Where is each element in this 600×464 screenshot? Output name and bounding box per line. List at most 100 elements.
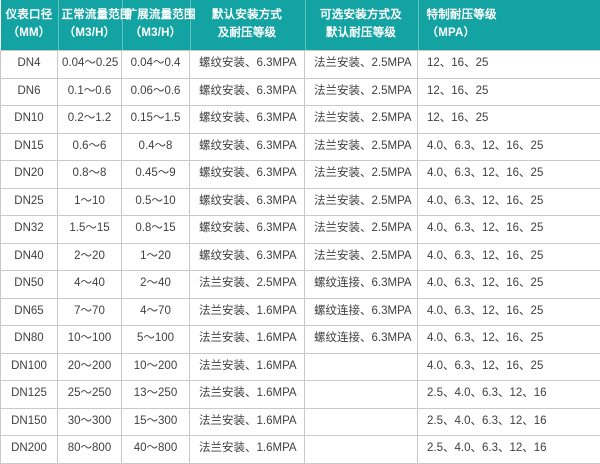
cell-special-pressure-rating: 12、16、25 bbox=[418, 51, 600, 79]
cell-optional-installation: 螺纹连接、6.3MPA bbox=[305, 298, 418, 326]
header-line-2: （M3/H） bbox=[62, 25, 118, 43]
column-header-extended-flow-range: 扩展流量范围 （M3/H） bbox=[122, 0, 190, 51]
cell-default-installation: 法兰安装、1.6MPA bbox=[190, 298, 305, 326]
header-line-1: 默认安装方式 bbox=[194, 7, 301, 25]
cell-optional-installation: 法兰安装、2.5MPA bbox=[305, 161, 418, 189]
cell-meter-diameter: DN80 bbox=[1, 326, 58, 354]
cell-extended-flow-range: 0.45～9 bbox=[122, 161, 190, 189]
cell-optional-installation bbox=[305, 408, 418, 436]
cell-extended-flow-range: 2～40 bbox=[122, 271, 190, 299]
cell-meter-diameter: DN150 bbox=[1, 408, 58, 436]
cell-meter-diameter: DN6 bbox=[1, 78, 58, 106]
cell-optional-installation: 法兰安装、2.5MPA bbox=[305, 106, 418, 134]
cell-default-installation: 法兰安装、1.6MPA bbox=[190, 381, 305, 409]
header-line-1: 正常流量范围 bbox=[62, 7, 118, 25]
cell-special-pressure-rating: 2.5、4.0、6.3、12、16 bbox=[418, 436, 600, 464]
cell-meter-diameter: DN4 bbox=[1, 51, 58, 79]
cell-optional-installation bbox=[305, 381, 418, 409]
column-header-default-installation: 默认安装方式 及耐压等级 bbox=[190, 0, 305, 51]
column-header-optional-installation: 可选安装方式及 默认耐压等级 bbox=[305, 0, 418, 51]
cell-default-installation: 螺纹安装、6.3MPA bbox=[190, 188, 305, 216]
cell-special-pressure-rating: 4.0、6.3、12、16、25 bbox=[418, 298, 600, 326]
header-line-2: （M3/H） bbox=[126, 25, 186, 43]
cell-default-installation: 法兰安装、1.6MPA bbox=[190, 353, 305, 381]
cell-extended-flow-range: 4～70 bbox=[122, 298, 190, 326]
cell-special-pressure-rating: 4.0、6.3、12、16、25 bbox=[418, 161, 600, 189]
cell-extended-flow-range: 40～800 bbox=[122, 436, 190, 464]
cell-default-installation: 螺纹安装、6.3MPA bbox=[190, 243, 305, 271]
cell-default-installation: 螺纹安装、6.3MPA bbox=[190, 133, 305, 161]
cell-meter-diameter: DN200 bbox=[1, 436, 58, 464]
cell-default-installation: 螺纹安装、6.3MPA bbox=[190, 106, 305, 134]
cell-default-installation: 法兰安装、1.6MPA bbox=[190, 326, 305, 354]
header-line-2: （MPA） bbox=[427, 25, 597, 43]
cell-meter-diameter: DN10 bbox=[1, 106, 58, 134]
header-row: 仪表口径 （MM） 正常流量范围 （M3/H） 扩展流量范围 （M3/H） 默认… bbox=[1, 0, 600, 51]
cell-normal-flow-range: 30～300 bbox=[58, 408, 122, 436]
cell-meter-diameter: DN65 bbox=[1, 298, 58, 326]
cell-extended-flow-range: 15～300 bbox=[122, 408, 190, 436]
cell-optional-installation: 法兰安装、2.5MPA bbox=[305, 133, 418, 161]
cell-normal-flow-range: 10～100 bbox=[58, 326, 122, 354]
cell-special-pressure-rating: 4.0、6.3、12、16、25 bbox=[418, 133, 600, 161]
cell-extended-flow-range: 0.15～1.5 bbox=[122, 106, 190, 134]
cell-normal-flow-range: 1.5～15 bbox=[58, 216, 122, 244]
cell-extended-flow-range: 10～200 bbox=[122, 353, 190, 381]
cell-special-pressure-rating: 4.0、6.3、12、16、25 bbox=[418, 243, 600, 271]
cell-special-pressure-rating: 2.5、4.0、6.3、12、16 bbox=[418, 408, 600, 436]
cell-normal-flow-range: 0.2～1.2 bbox=[58, 106, 122, 134]
table-header: 仪表口径 （MM） 正常流量范围 （M3/H） 扩展流量范围 （M3/H） 默认… bbox=[1, 0, 600, 51]
cell-special-pressure-rating: 12、16、25 bbox=[418, 78, 600, 106]
cell-extended-flow-range: 0.5～10 bbox=[122, 188, 190, 216]
cell-extended-flow-range: 0.04～0.4 bbox=[122, 51, 190, 79]
cell-optional-installation: 法兰安装、2.5MPA bbox=[305, 188, 418, 216]
cell-normal-flow-range: 80～800 bbox=[58, 436, 122, 464]
cell-special-pressure-rating: 4.0、6.3、12、16、25 bbox=[418, 326, 600, 354]
cell-extended-flow-range: 13～250 bbox=[122, 381, 190, 409]
cell-meter-diameter: DN25 bbox=[1, 188, 58, 216]
header-line-1: 仪表口径 bbox=[5, 7, 54, 25]
cell-meter-diameter: DN125 bbox=[1, 381, 58, 409]
cell-special-pressure-rating: 4.0、6.3、12、16、25 bbox=[418, 353, 600, 381]
cell-special-pressure-rating: 4.0、6.3、12、16、25 bbox=[418, 271, 600, 299]
cell-meter-diameter: DN100 bbox=[1, 353, 58, 381]
cell-meter-diameter: DN15 bbox=[1, 133, 58, 161]
header-line-1: 可选安装方式及 bbox=[309, 7, 414, 25]
cell-optional-installation bbox=[305, 353, 418, 381]
cell-optional-installation bbox=[305, 436, 418, 464]
cell-normal-flow-range: 2～20 bbox=[58, 243, 122, 271]
cell-extended-flow-range: 5～100 bbox=[122, 326, 190, 354]
cell-optional-installation: 螺纹连接、6.3MPA bbox=[305, 326, 418, 354]
cell-optional-installation: 法兰安装、2.5MPA bbox=[305, 78, 418, 106]
cell-meter-diameter: DN32 bbox=[1, 216, 58, 244]
column-header-special-pressure-rating: 特制耐压等级 （MPA） bbox=[418, 0, 600, 51]
cell-normal-flow-range: 0.1～0.6 bbox=[58, 78, 122, 106]
cell-extended-flow-range: 0.8～15 bbox=[122, 216, 190, 244]
cell-normal-flow-range: 25～250 bbox=[58, 381, 122, 409]
cell-optional-installation: 法兰安装、2.5MPA bbox=[305, 243, 418, 271]
cell-default-installation: 螺纹安装、6.3MPA bbox=[190, 161, 305, 189]
cell-default-installation: 法兰安装、1.6MPA bbox=[190, 408, 305, 436]
cell-special-pressure-rating: 12、16、25 bbox=[418, 106, 600, 134]
header-line-2: 默认耐压等级 bbox=[309, 25, 414, 43]
cell-special-pressure-rating: 4.0、6.3、12、16、25 bbox=[418, 188, 600, 216]
cell-normal-flow-range: 1～10 bbox=[58, 188, 122, 216]
cell-normal-flow-range: 0.8～8 bbox=[58, 161, 122, 189]
cell-extended-flow-range: 0.4～8 bbox=[122, 133, 190, 161]
cell-special-pressure-rating: 4.0、6.3、12、16、25 bbox=[418, 216, 600, 244]
cell-meter-diameter: DN20 bbox=[1, 161, 58, 189]
header-line-2: （MM） bbox=[5, 25, 54, 43]
